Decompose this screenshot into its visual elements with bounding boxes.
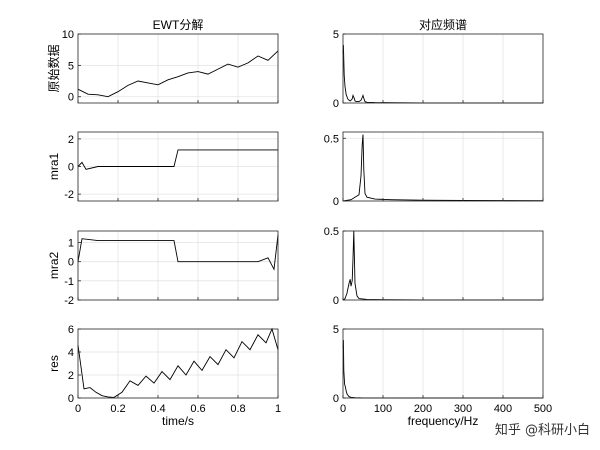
panel-title-1: 对应频谱: [419, 17, 467, 32]
series-line-0-0: [77, 50, 279, 98]
series-line-4-0: [77, 234, 279, 271]
xtick-label-6-1: 0.2: [110, 403, 125, 415]
ytick-label-0-0: 0: [68, 92, 74, 104]
xtick-label-7-0: 0: [340, 403, 346, 415]
series-line-3-0: [342, 134, 544, 202]
ytick-label-6-2: 4: [68, 347, 74, 359]
ytick-label-7-1: 5: [333, 324, 339, 336]
y-axis-label-0: 原始数据: [46, 44, 61, 92]
series-line-2-0: [77, 149, 278, 170]
xtick-label-7-1: 100: [374, 403, 392, 415]
series-line-5-0: [342, 230, 543, 301]
ytick-label-4-3: 1: [68, 238, 74, 250]
ytick-label-5-1: 0.5: [324, 226, 339, 238]
xtick-label-6-5: 1: [275, 403, 281, 415]
ytick-label-0-2: 10: [62, 29, 74, 41]
xtick-label-7-2: 200: [414, 403, 432, 415]
ytick-label-7-0: 0: [333, 393, 339, 405]
ytick-label-4-0: -2: [64, 295, 74, 307]
panel-title-0: EWT分解: [153, 18, 204, 32]
ytick-label-3-1: 0.5: [324, 133, 339, 145]
xtick-label-7-3: 300: [454, 403, 472, 415]
axes-box-1: [342, 33, 544, 104]
x-axis-label-7: frequency/Hz: [408, 414, 479, 428]
series-line-1-0: [342, 44, 543, 104]
axes-box-0: [77, 33, 279, 104]
ytick-label-0-1: 5: [68, 60, 74, 72]
ytick-label-2-2: 2: [68, 134, 74, 146]
axes-box-7: [342, 328, 544, 399]
ytick-label-4-2: 0: [68, 257, 74, 269]
ytick-label-6-1: 2: [68, 370, 74, 382]
ytick-label-4-1: -1: [64, 276, 74, 288]
xtick-label-6-3: 0.6: [190, 403, 205, 415]
series-line-6-0: [77, 327, 279, 398]
xtick-label-6-4: 0.8: [230, 403, 245, 415]
axes-box-4: [77, 230, 279, 301]
ytick-label-2-1: 0: [68, 162, 74, 174]
axes-box-5: [342, 230, 544, 301]
axes-box-6: [77, 328, 279, 399]
ytick-label-6-3: 6: [68, 324, 74, 336]
xtick-label-6-2: 0.4: [150, 403, 165, 415]
watermark-text: 知乎 @科研小白: [494, 423, 590, 438]
xtick-label-6-0: 0: [75, 403, 81, 415]
ytick-label-6-0: 0: [68, 393, 74, 405]
ytick-label-1-1: 5: [333, 29, 339, 41]
ytick-label-5-0: 0: [333, 295, 339, 307]
x-axis-label-6: time/s: [162, 414, 194, 428]
axes-box-3: [342, 131, 544, 202]
y-axis-label-6: res: [47, 355, 61, 372]
y-axis-label-2: mra1: [47, 153, 61, 181]
series-line-7-0: [342, 339, 543, 399]
ytick-label-3-0: 0: [333, 196, 339, 208]
xtick-label-7-4: 400: [494, 403, 512, 415]
ytick-label-1-0: 0: [333, 98, 339, 110]
xtick-label-7-5: 500: [534, 403, 552, 415]
ytick-label-2-0: -2: [64, 189, 74, 201]
y-axis-label-4: mra2: [47, 252, 61, 280]
